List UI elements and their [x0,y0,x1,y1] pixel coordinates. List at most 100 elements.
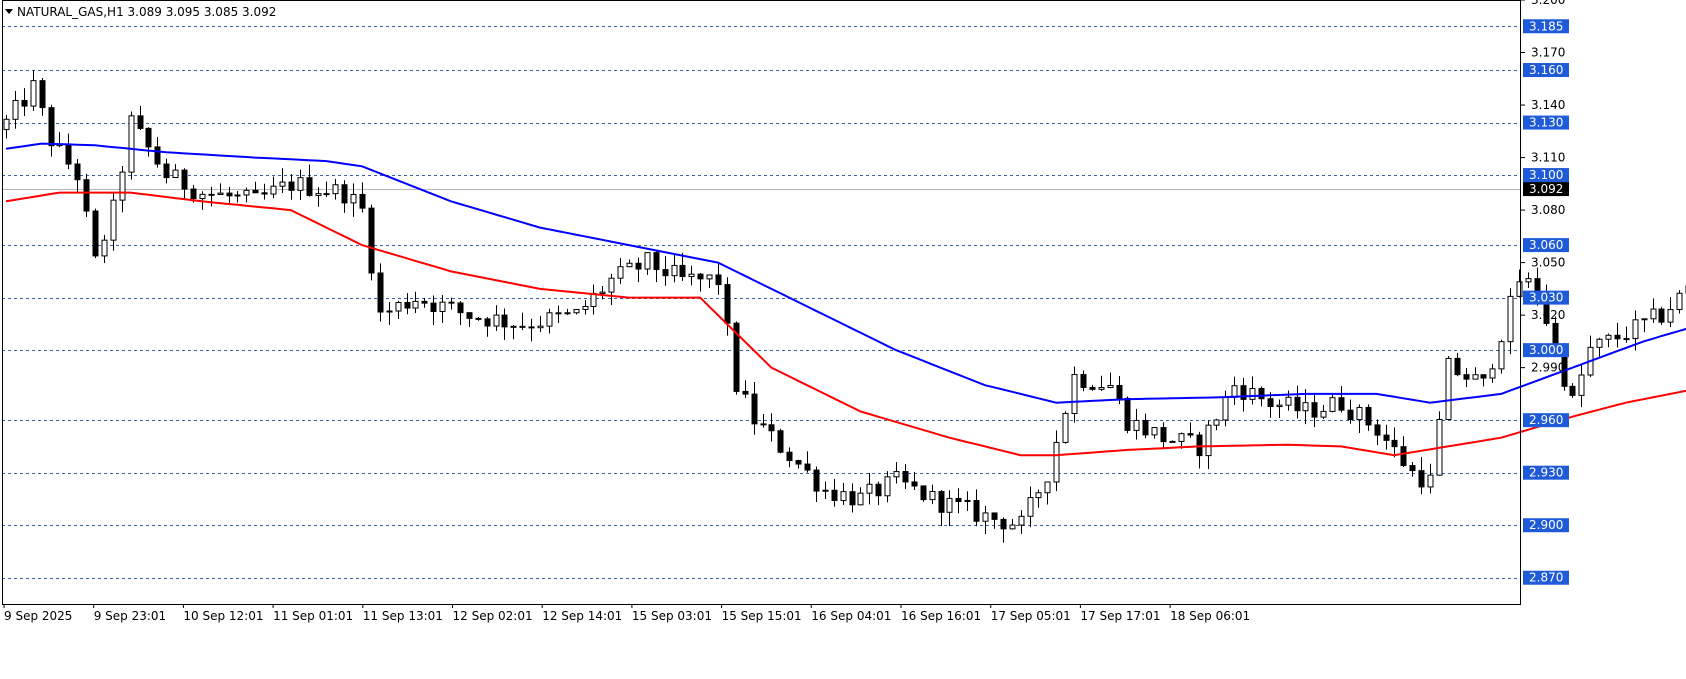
candle-body [893,471,900,478]
candle [1445,356,1452,420]
candle-body [1302,402,1309,412]
candle-body [1213,419,1220,426]
candle [1569,383,1576,398]
candle [982,506,989,534]
candle [608,273,615,306]
candle [857,487,864,506]
candle-body [501,314,508,328]
candle-body [911,481,918,487]
candle-body [813,469,820,492]
candle-body [1222,396,1229,421]
candle-body [1472,374,1479,380]
candle-body [555,312,562,315]
candle [404,293,411,315]
candle-body [991,512,998,520]
price-tick-label: 3.200 [1531,0,1565,7]
candle-body [154,146,161,165]
candle [706,274,713,289]
candle-body [1507,295,1514,343]
candle [1623,326,1630,343]
candle [1436,411,1443,476]
candle [430,295,437,326]
candle-body [1098,387,1105,390]
candle [893,462,900,484]
candle [1035,489,1042,508]
candle [466,312,473,327]
candle [715,263,722,295]
candle [555,305,562,324]
candle-body [1409,465,1416,472]
level-label: 2.900 [1529,518,1563,532]
candle-body [973,499,980,522]
candle-body [564,312,571,315]
candle-body [1374,424,1381,436]
candle [1650,298,1657,323]
candle [252,181,259,194]
candle-body [208,193,215,196]
candle-body [1267,398,1274,408]
dropdown-triangle-icon[interactable] [5,9,13,14]
candle [1356,404,1363,434]
candle-body [323,193,330,196]
candle [1578,363,1585,408]
candle [1062,411,1069,444]
candle [911,471,918,490]
price-tick-label: 3.140 [1531,98,1565,112]
candle [653,250,660,283]
candle [1276,399,1283,419]
candle-body [1258,388,1265,400]
candle [1454,353,1461,377]
candle-body [30,80,37,107]
candle [1498,339,1505,374]
candle [181,168,188,199]
candle-body [430,302,437,312]
candle [484,317,491,337]
price-tick-label: 3.080 [1531,203,1565,217]
level-label-bg [1523,518,1569,533]
candle-body [1240,385,1247,400]
level-label: 3.060 [1529,238,1563,252]
candle [688,265,695,286]
candle [359,182,366,213]
candle-body [279,181,286,187]
candle [1400,436,1407,467]
candle-body [1160,427,1167,443]
candle [243,187,250,203]
candle [1596,337,1603,357]
candle-body [1151,427,1158,436]
candle [1249,376,1256,405]
candle [875,481,882,506]
candle [626,259,633,268]
candle-body [715,274,722,286]
candle [448,297,455,310]
candle-body [1276,404,1283,408]
candle [1391,427,1398,458]
time-tick-label: 17 Sep 05:01 [991,609,1071,623]
candle-body [377,272,384,313]
candle [1240,377,1247,412]
candle [679,252,686,281]
candle-body [1196,434,1203,457]
candle [74,158,81,193]
candle [1658,306,1665,325]
candle-body [938,491,945,513]
candle [1525,272,1532,288]
candle [101,234,108,263]
candle-body [457,302,464,314]
candle-body [590,292,597,308]
candle-body [1489,368,1496,379]
candle [742,380,749,398]
candle-body [1116,384,1123,399]
moving-averages [5,142,1686,457]
candle-body [1578,374,1585,396]
level-label: 3.130 [1529,116,1563,130]
candle-body [181,169,188,190]
candle [884,471,891,503]
candle [501,308,508,340]
candle [1614,322,1621,348]
candle [217,183,224,195]
candle [119,165,126,213]
candle-body [1498,341,1505,370]
